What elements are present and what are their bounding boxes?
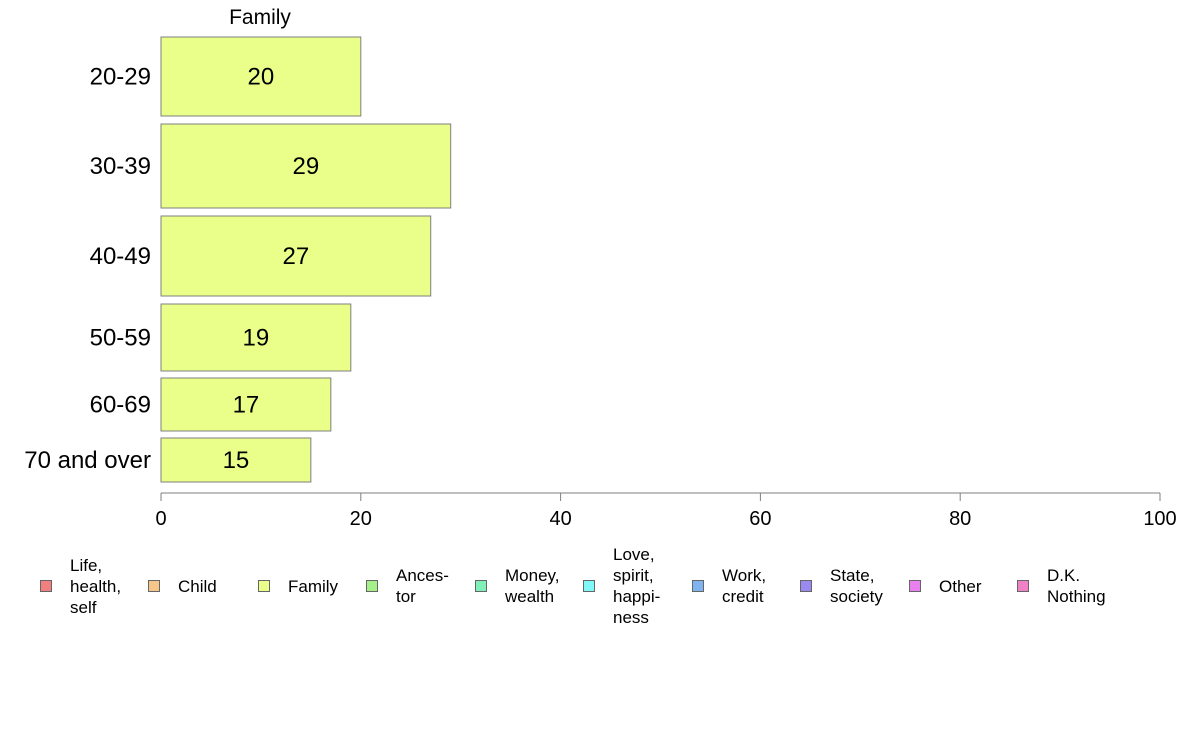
data-label: 19 [243,325,270,352]
legend-label: Ances- tor [396,566,449,606]
legend-item: Other [909,540,982,632]
chart-title: Family [229,6,291,29]
category-label: 70 and over [24,447,151,474]
bar-20-29 [160,36,362,117]
data-label: 27 [283,243,310,270]
legend-swatch [692,580,704,592]
x-tick-label: 80 [949,508,971,530]
data-label: 20 [248,64,275,91]
legend-item: Work, credit [692,540,766,632]
data-label: 29 [293,153,320,180]
legend-label: State, society [830,566,883,606]
x-tick-label: 100 [1143,508,1176,530]
legend-item: Life, health, self [40,540,121,632]
legend-swatch [583,580,595,592]
bar-40-49 [160,215,432,297]
legend-label: Life, health, self [70,555,122,617]
legend-item: D.K. Nothing [1017,540,1106,632]
x-tick-label: 20 [350,508,372,530]
legend-swatch [40,580,52,592]
legend-item: Child [148,540,217,632]
legend-label: Love, spirit, happi- ness [613,545,661,627]
x-tick-label: 0 [155,508,166,530]
legend-item: Money, wealth [475,540,560,632]
bar-70-and-over [160,437,312,483]
legend-swatch [909,580,921,592]
data-label: 17 [233,392,260,419]
legend-swatch [148,580,160,592]
category-label: 30-39 [90,153,151,180]
legend-swatch [1017,580,1029,592]
bar-60-69 [160,377,332,432]
legend-label: Other [939,576,982,596]
legend-swatch [475,580,487,592]
bars-group: 20 20-29 29 30-39 27 40-49 19 50-59 17 60-69 15 70 … [24,36,452,483]
legend: Life, health, self Child Family Ances- tor M… [0,540,1188,632]
legend-label: D.K. Nothing [1047,566,1106,606]
legend-swatch [258,580,270,592]
category-label: 50-59 [90,325,151,352]
legend-swatch [800,580,812,592]
legend-label: Money, wealth [505,566,560,606]
legend-label: Work, credit [722,566,767,606]
legend-item: Family [258,540,338,632]
bar-30-39 [160,123,452,209]
data-label: 15 [223,447,250,474]
legend-item: State, society [800,540,883,632]
x-axis: 0 20 40 60 80 100 [155,492,1177,530]
category-label: 60-69 [90,392,151,419]
x-tick-label: 40 [549,508,571,530]
legend-label: Family [288,576,339,596]
legend-item: Love, spirit, happi- ness [583,540,660,632]
bar-50-59 [160,303,352,372]
legend-label: Child [178,576,217,596]
category-label: 40-49 [90,243,151,270]
x-tick-label: 60 [749,508,771,530]
legend-swatch [366,580,378,592]
category-label: 20-29 [90,64,151,91]
legend-item: Ances- tor [366,540,449,632]
